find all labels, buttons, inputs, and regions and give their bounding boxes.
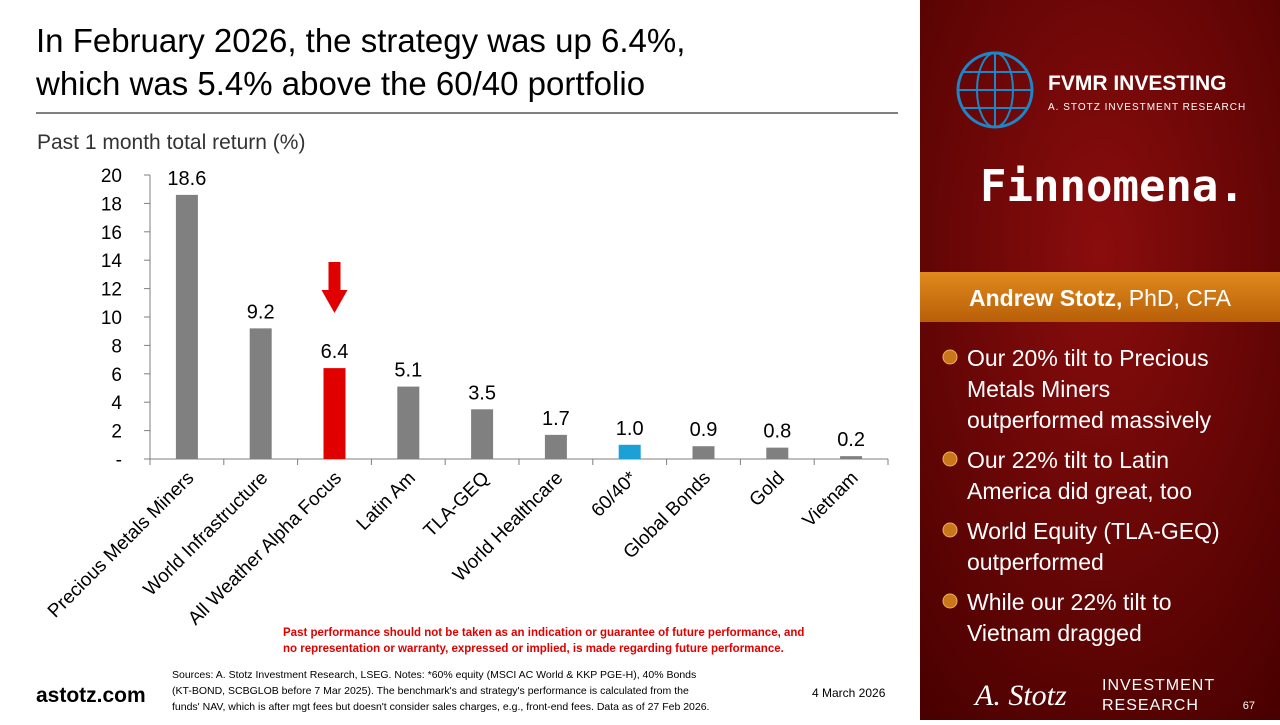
value-label: 9.2 [247,301,275,323]
slide-title: which was 5.4% above the 60/40 portfolio [35,65,645,102]
bar [397,386,420,459]
bullet-text: outperformed [967,549,1104,575]
sources: Sources: A. Stotz Investment Research, L… [172,669,696,681]
y-tick-label: 14 [101,251,123,272]
logo-text: INVESTMENT [1102,677,1215,694]
bullet-icon [942,451,958,467]
disclaimer: no representation or warranty, expressed… [283,643,784,655]
bullet-text: Our 22% tilt to Latin [967,447,1169,473]
y-tick-label: 18 [101,194,122,215]
bullet-icon [942,593,958,609]
highlight-arrow [321,262,348,313]
partner-logo: Finnomena. [980,161,1245,212]
bullet-text: Vietnam dragged [967,620,1142,646]
bar [766,447,789,459]
y-tick-label: 6 [111,365,122,386]
bar [175,194,198,459]
bar [323,368,346,459]
value-label: 0.8 [763,421,791,443]
y-tick-label: 8 [111,336,122,357]
value-label: 0.9 [690,419,718,441]
value-label: 1.7 [542,408,570,430]
brand-sub: A. STOTZ INVESTMENT RESEARCH [1048,102,1246,113]
bar [249,328,272,459]
bullet-icon [942,522,958,538]
bullet-text: Our 20% tilt to Precious [967,345,1209,371]
date: 4 March 2026 [812,686,886,700]
bar [840,456,863,459]
chart-title: Past 1 month total return (%) [37,131,305,154]
slide-title: In February 2026, the strategy was up 6.… [36,22,685,59]
disclaimer: Past performance should not be taken as … [283,627,804,639]
y-tick-label: 4 [111,393,122,414]
presenter-name: Andrew Stotz, [969,285,1122,311]
logo-script: A. Stotz [973,679,1067,712]
bullet-text: outperformed massively [967,407,1212,433]
sources: (KT-BOND, SCBGLOB before 7 Mar 2025). Th… [172,685,689,697]
bar [692,446,715,459]
value-label: 1.0 [616,418,644,440]
presenter: Andrew Stotz, PhD, CFA [969,285,1232,311]
y-tick-label: 10 [101,308,122,329]
presenter-band [920,272,1280,322]
bullet-text: While our 22% tilt to [967,589,1172,615]
bullet-icon [942,349,958,365]
bar [544,434,567,459]
y-tick-label: 16 [101,223,122,244]
y-tick-label: 12 [101,280,122,301]
website: astotz.com [36,684,146,707]
bullet-text: Metals Miners [967,376,1110,402]
value-label: 3.5 [468,382,496,404]
brand: FVMR INVESTING [1048,72,1227,95]
value-label: 18.6 [167,168,206,190]
y-tick-label: - [116,450,122,471]
sources: funds' NAV, which is after mgt fees but … [172,701,709,713]
logo-globe [956,51,1034,129]
value-label: 0.2 [837,429,865,451]
y-tick-label: 2 [111,422,122,443]
bar [471,409,494,459]
side-panel [920,0,1280,720]
logo-text: RESEARCH [1102,697,1199,714]
value-label: 5.1 [394,360,422,382]
y-tick-label: 20 [101,166,122,187]
value-label: 6.4 [321,341,349,363]
bullet-text: America did great, too [967,478,1192,504]
page-number: 67 [1243,700,1255,712]
bullet-text: World Equity (TLA-GEQ) [967,518,1220,544]
presenter-credentials: PhD, CFA [1129,285,1232,311]
bullet-list: Our 20% tilt to Precious Metals Miners out… [942,345,1220,646]
bar [618,444,641,459]
